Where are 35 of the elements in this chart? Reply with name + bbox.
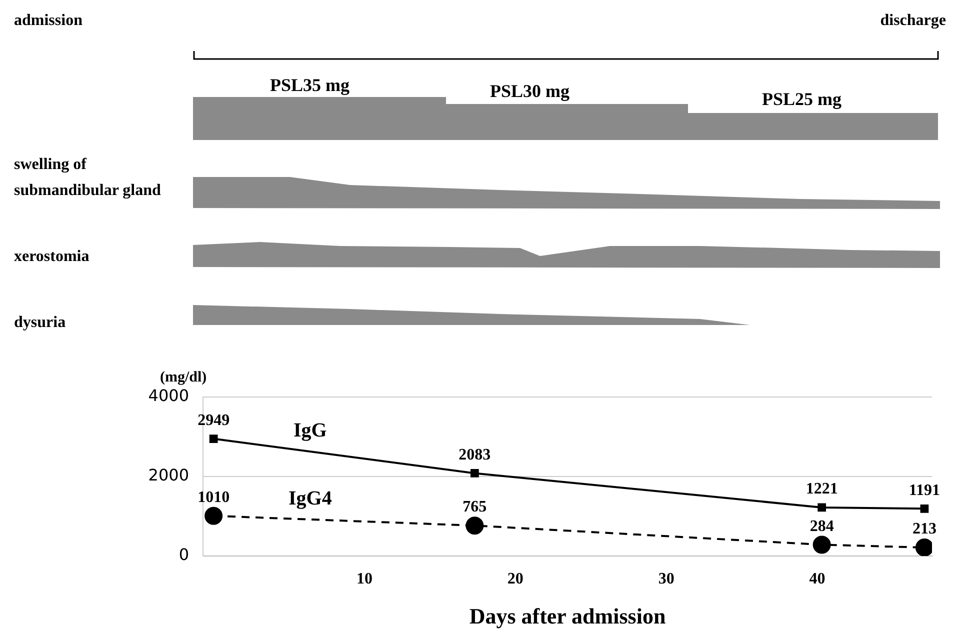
text: discharge <box>879 11 946 31</box>
y-axis-title: (mg/dl) <box>160 369 207 386</box>
text: dysuria <box>14 313 67 333</box>
x-tick-label: 10 <box>356 570 372 588</box>
point <box>204 506 223 525</box>
data-label: 213 <box>912 520 936 538</box>
x-tick-label: 30 <box>658 570 674 588</box>
data-label: 1191 <box>908 482 940 499</box>
x-axis-title: Days after admission <box>469 603 666 628</box>
point <box>920 504 929 513</box>
point <box>818 503 826 512</box>
y-tick-label: 0 <box>178 545 189 564</box>
text: PSL25 mg <box>762 88 843 111</box>
data-label: 284 <box>810 518 834 535</box>
data-label: 2949 <box>198 412 230 429</box>
text: PSL35 mg <box>270 74 351 97</box>
x-tick-label: 40 <box>809 570 826 588</box>
series-label: IgG4 <box>288 488 332 510</box>
data-label: 1221 <box>806 480 838 498</box>
series-label: IgG <box>294 420 328 442</box>
text: PSL30 mg <box>490 80 571 103</box>
text: swelling of submandibular gland <box>14 155 162 201</box>
data-label: 2083 <box>458 446 491 464</box>
data-label: 1010 <box>198 488 230 506</box>
y-tick-label: 4000 <box>148 386 189 406</box>
x-tick-label: 20 <box>507 570 524 588</box>
point <box>466 516 484 535</box>
text: admission <box>14 11 84 31</box>
point <box>812 536 831 554</box>
text: xerostomia <box>14 247 90 267</box>
point <box>470 469 479 478</box>
point <box>209 434 218 443</box>
point <box>915 538 932 556</box>
data-label: 765 <box>462 498 487 516</box>
y-tick-label: 2000 <box>148 466 189 485</box>
